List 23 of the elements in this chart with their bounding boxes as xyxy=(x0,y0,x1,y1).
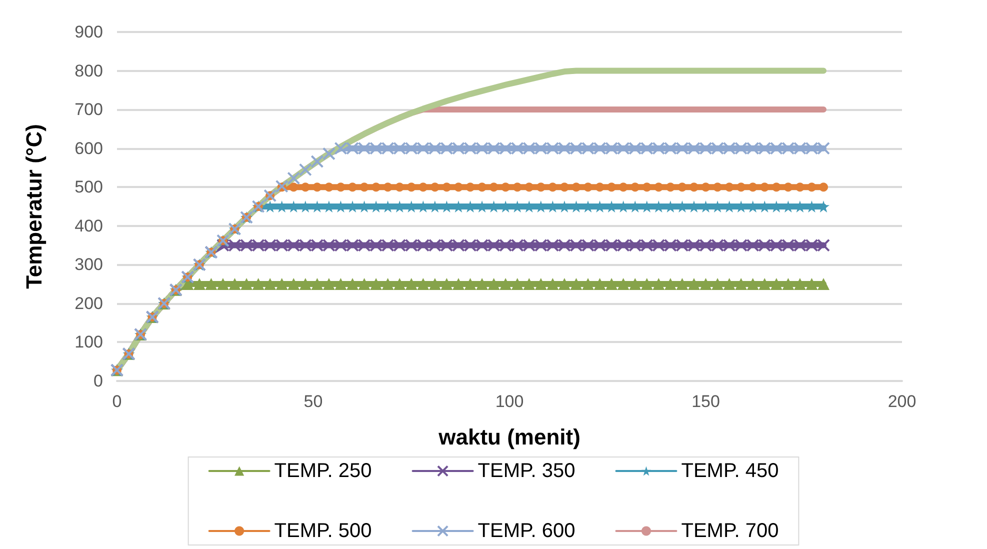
legend-label: TEMP. 450 xyxy=(681,460,779,482)
legend-label: TEMP. 500 xyxy=(274,520,372,542)
legend-label: TEMP. 700 xyxy=(681,520,779,542)
legend-label: TEMP. 350 xyxy=(478,460,576,482)
x-tick-label: 50 xyxy=(304,392,323,411)
legend-label: TEMP. 600 xyxy=(478,520,576,542)
x-axis-title: waktu (menit) xyxy=(438,424,580,450)
y-tick-label: 100 xyxy=(74,332,103,352)
legend-label: TEMP. 250 xyxy=(274,460,372,482)
y-axis-title: Temperatur (°C) xyxy=(22,124,46,289)
y-tick-label: 700 xyxy=(74,100,103,120)
y-tick-label: 800 xyxy=(74,61,103,80)
y-tick-label: 0 xyxy=(94,372,103,390)
y-tick-label: 300 xyxy=(74,255,103,274)
y-tick-label: 600 xyxy=(74,138,103,158)
x-tick-label: 150 xyxy=(692,392,720,411)
y-tick-label: 900 xyxy=(74,22,103,42)
y-tick-label: 500 xyxy=(74,178,103,197)
x-tick-label: 200 xyxy=(888,392,916,411)
x-tick-label: 100 xyxy=(495,392,524,411)
x-tick-label: 0 xyxy=(112,392,122,411)
y-tick-label: 200 xyxy=(74,294,103,313)
y-tick-label: 400 xyxy=(74,216,103,236)
